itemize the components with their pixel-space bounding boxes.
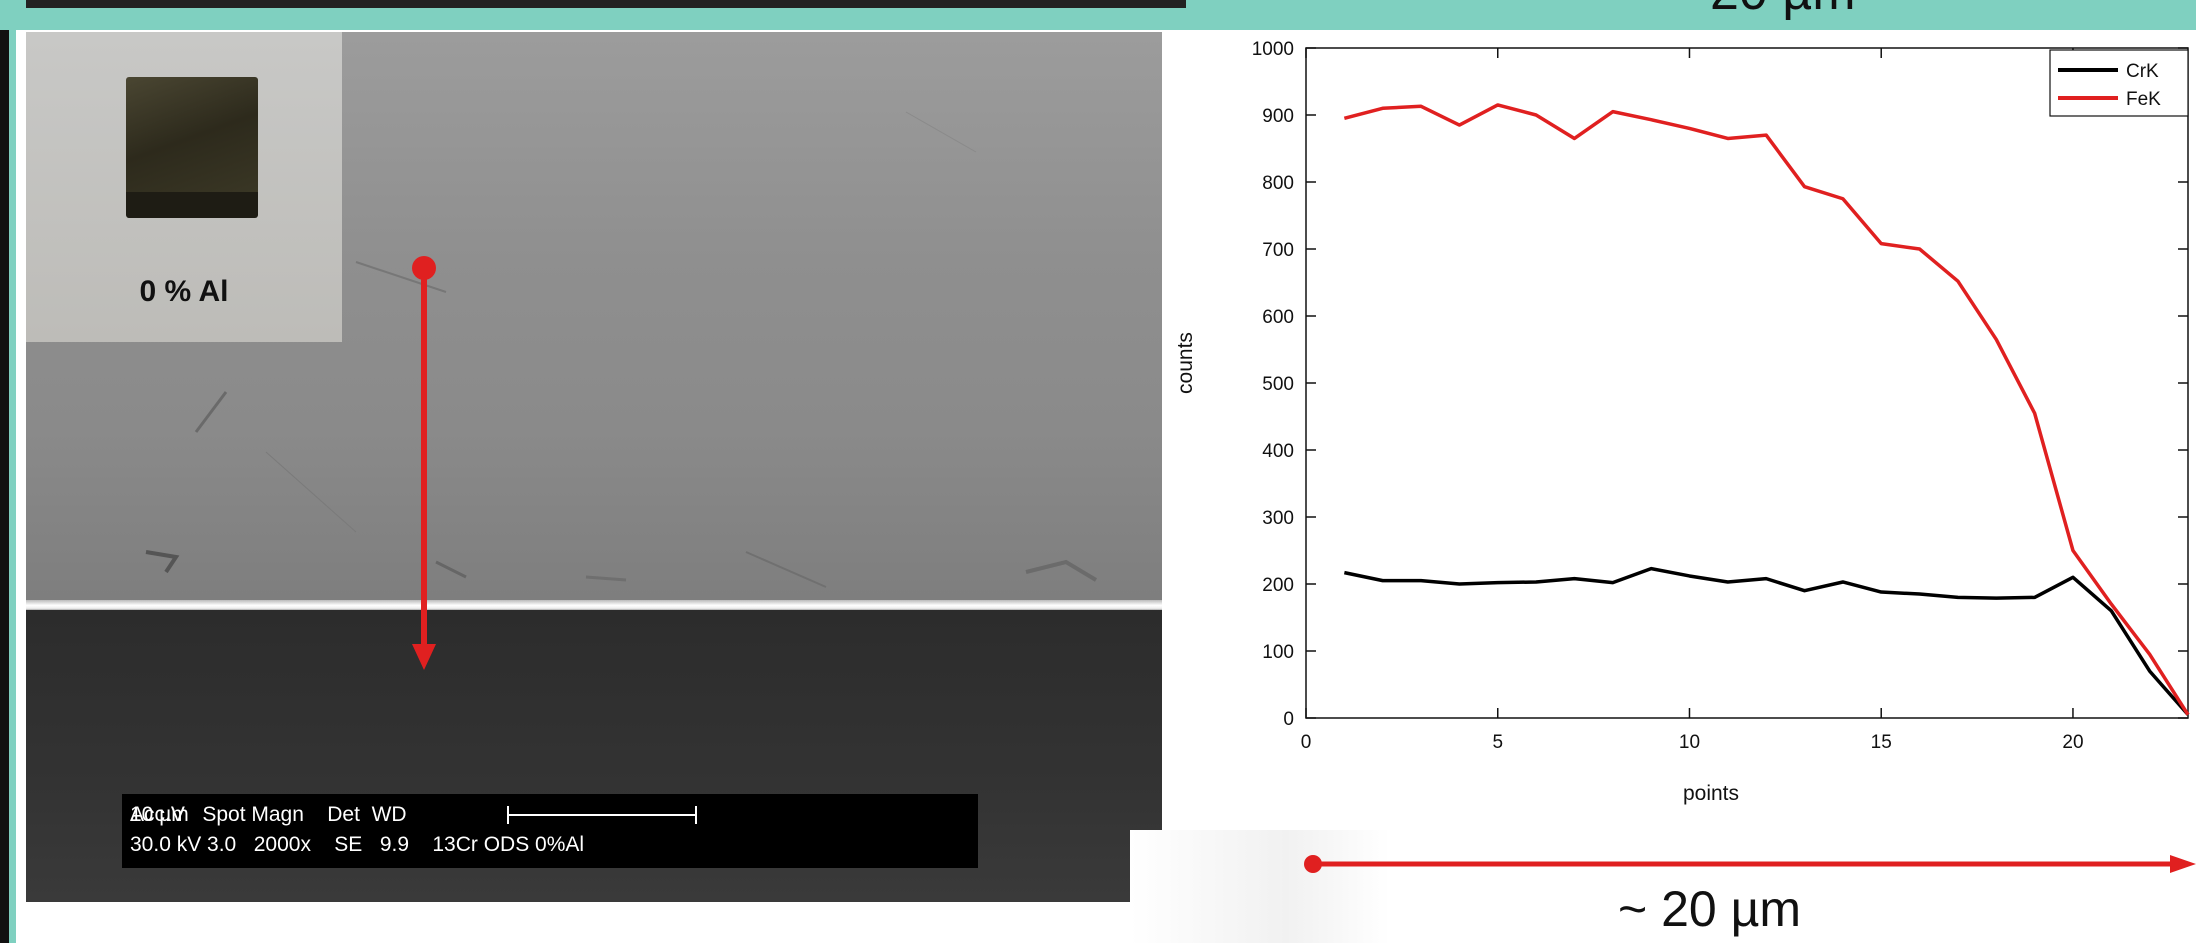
top-image-strip bbox=[26, 0, 1186, 8]
left-border bbox=[0, 30, 9, 943]
x-tick-label: 15 bbox=[1871, 732, 1892, 753]
y-tick-label: 900 bbox=[1262, 106, 1294, 127]
inset-label: 0 % Al bbox=[139, 275, 229, 308]
y-tick-label: 300 bbox=[1262, 508, 1294, 529]
background-haze bbox=[1130, 830, 1390, 943]
y-tick-label: 1000 bbox=[1252, 39, 1294, 60]
x-tick-label: 5 bbox=[1492, 732, 1503, 753]
scale-bar bbox=[507, 814, 697, 816]
y-tick-label: 800 bbox=[1262, 173, 1294, 194]
scale-bar-tick-right bbox=[695, 806, 697, 824]
sem-info-row-1: Acc.V Spot Magn Det WD bbox=[130, 803, 407, 826]
y-axis-label: counts bbox=[1174, 332, 1197, 394]
sem-measurement-arrow bbox=[412, 256, 436, 670]
y-tick-label: 0 bbox=[1283, 709, 1294, 730]
scale-bar-label: 10 µm bbox=[130, 803, 189, 826]
x-tick-label: 20 bbox=[2062, 732, 2083, 753]
x-tick-label: 10 bbox=[1679, 732, 1700, 753]
y-tick-label: 700 bbox=[1262, 240, 1294, 261]
sample-block-top bbox=[126, 77, 258, 197]
sample-photo-inset: 0 % Al bbox=[26, 32, 342, 342]
x-axis-label: points bbox=[1683, 782, 1739, 805]
arrow-head bbox=[412, 644, 436, 670]
sem-info-row-2: 30.0 kV 3.0 2000x SE 9.9 13Cr ODS 0%Al bbox=[130, 833, 585, 856]
series-line-FeK bbox=[1343, 103, 2190, 716]
sem-micrograph: 0 % Al Acc.V Spot Magn Det WD 30.0 kV 3.… bbox=[26, 32, 1162, 902]
series-line-CrK bbox=[1343, 566, 2190, 716]
y-tick-label: 100 bbox=[1262, 642, 1294, 663]
plot-area bbox=[1305, 47, 2189, 719]
legend-label-FeK: FeK bbox=[2126, 89, 2161, 110]
legend-label-CrK: CrK bbox=[2126, 61, 2159, 82]
distance-label: ~ 20 µm bbox=[1618, 881, 1802, 937]
x-tick-label: 0 bbox=[1301, 732, 1312, 753]
sample-block-side bbox=[126, 192, 258, 218]
sem-data-bar: Acc.V Spot Magn Det WD 30.0 kV 3.0 2000x… bbox=[122, 794, 978, 868]
y-tick-label: 400 bbox=[1262, 441, 1294, 462]
top-partial-scale-label: 20 µm bbox=[1710, 0, 1856, 22]
sem-interface-edge bbox=[26, 600, 1162, 612]
y-tick-label: 600 bbox=[1262, 307, 1294, 328]
y-tick-label: 500 bbox=[1262, 374, 1294, 395]
y-tick-label: 200 bbox=[1262, 575, 1294, 596]
legend-box bbox=[2049, 49, 2189, 117]
sem-texture bbox=[145, 111, 1098, 588]
